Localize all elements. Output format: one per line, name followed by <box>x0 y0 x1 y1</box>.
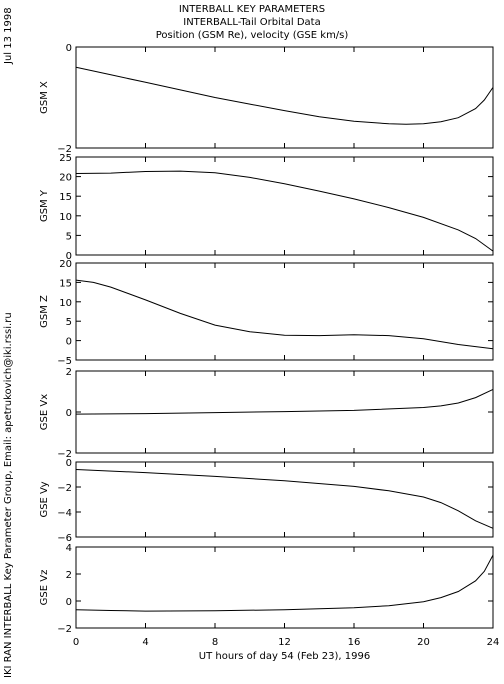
chart-title-line-1: INTERBALL KEY PARAMETERS <box>178 4 326 15</box>
y-tick-label: 20 <box>59 259 72 270</box>
y-axis-label: GSE Vz <box>39 570 50 606</box>
y-tick-label: 0 <box>66 458 72 469</box>
y-tick-label: −5 <box>57 356 72 367</box>
x-tick-label: 12 <box>278 637 291 648</box>
series-line <box>75 66 494 125</box>
y-tick-label: 4 <box>66 543 72 554</box>
y-tick-label: 25 <box>59 153 72 164</box>
x-tick-label: 24 <box>487 637 500 648</box>
y-tick-label: 0 <box>66 43 72 54</box>
y-axis-label: GSM X <box>39 81 50 114</box>
y-tick-label: −2 <box>57 624 72 635</box>
panel-frame <box>75 546 494 629</box>
x-axis-label: UT hours of day 54 (Feb 23), 1996 <box>199 651 370 662</box>
chart-title-line-3: Position (GSM Re), velocity (GSE km/s) <box>155 30 349 41</box>
y-axis-label: GSM Y <box>39 189 50 222</box>
y-tick-label: 2 <box>66 570 72 581</box>
y-tick-label: 10 <box>59 298 72 309</box>
series-line <box>75 554 494 612</box>
y-tick-label: 10 <box>59 212 72 223</box>
x-tick-label: 16 <box>348 637 361 648</box>
y-tick-label: 0 <box>66 597 72 608</box>
y-tick-label: 5 <box>66 317 72 328</box>
panel-frame <box>75 46 494 149</box>
y-axis-label: GSM Z <box>39 295 50 328</box>
y-tick-label: −2 <box>57 144 72 155</box>
y-tick-label: 0 <box>66 337 72 348</box>
chart-title-line-2: INTERBALL-Tail Orbital Data <box>183 17 321 28</box>
y-tick-label: 5 <box>66 231 72 242</box>
y-axis-label: GSE Vy <box>39 481 50 517</box>
panel-frame <box>75 262 494 361</box>
y-tick-label: −2 <box>57 449 72 460</box>
y-axis-label: GSE Vx <box>39 394 50 430</box>
x-tick-label: 0 <box>73 637 79 648</box>
y-tick-label: 15 <box>59 278 72 289</box>
x-tick-label: 4 <box>142 637 148 648</box>
y-tick-label: 0 <box>66 251 72 262</box>
series-line <box>75 170 494 252</box>
series-line <box>75 469 494 529</box>
series-line <box>75 388 494 415</box>
y-tick-label: 20 <box>59 173 72 184</box>
series-line <box>75 279 494 350</box>
y-tick-label: −6 <box>57 533 72 544</box>
y-tick-label: 15 <box>59 192 72 203</box>
y-tick-label: −4 <box>57 508 72 519</box>
y-tick-label: 0 <box>66 408 72 419</box>
y-tick-label: 2 <box>66 367 72 378</box>
x-tick-label: 8 <box>212 637 218 648</box>
y-tick-label: −2 <box>57 483 72 494</box>
x-tick-label: 20 <box>417 637 430 648</box>
